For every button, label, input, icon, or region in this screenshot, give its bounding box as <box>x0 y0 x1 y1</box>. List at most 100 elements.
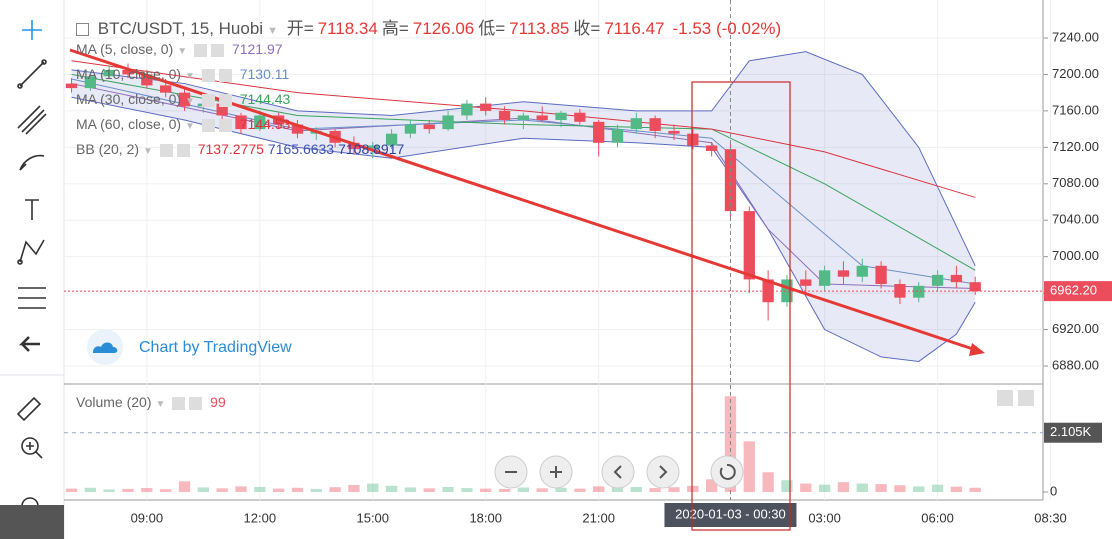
candle-body <box>630 118 642 130</box>
volume-bar <box>593 486 605 492</box>
candle-body <box>856 265 868 277</box>
legend-buttons[interactable]: ▼ <box>143 141 194 157</box>
cloud-logo <box>87 329 123 365</box>
volume-title: Volume (20) <box>76 394 152 410</box>
y-tick-label: 7080.00 <box>1052 175 1099 190</box>
x-tick-label: 12:00 <box>244 510 277 525</box>
volume-bar <box>160 489 172 492</box>
candle-body <box>235 115 247 130</box>
volume-bar <box>291 487 304 492</box>
legend-buttons[interactable]: ▼ <box>185 116 236 132</box>
nav-buttons[interactable] <box>494 455 744 489</box>
y-tick-label: 7000.00 <box>1052 248 1099 263</box>
indicator-value: 7121.97 <box>231 41 283 57</box>
indicator-name: MA (10, close, 0) <box>76 66 182 82</box>
ohlc-name: 高= <box>381 19 409 38</box>
volume-bar <box>480 488 492 492</box>
toolbar <box>0 0 64 539</box>
volume-bar <box>668 487 680 492</box>
bb-value: 7108.8917 <box>338 141 405 157</box>
volume-bar <box>103 489 115 492</box>
x-tick-label: 03:00 <box>808 510 841 525</box>
volume-bar <box>235 486 247 492</box>
volume-bar <box>837 482 850 492</box>
volume-bar <box>818 484 831 492</box>
candle-body <box>122 69 134 75</box>
indicator-name: MA (5, close, 0) <box>76 41 174 57</box>
volume-bar <box>310 488 322 492</box>
volume-legend: Volume (20) ▼ 99 <box>76 394 230 410</box>
volume-bar <box>367 483 379 492</box>
volume-bar <box>743 441 755 492</box>
candle-body <box>84 76 97 89</box>
candle-body <box>611 129 624 143</box>
last-price-label: 6962.20 <box>1050 283 1097 298</box>
bb-upper <box>71 51 976 266</box>
candle-body <box>103 69 115 77</box>
x-tick-label: 15:00 <box>356 510 389 525</box>
volume-bar <box>875 484 887 492</box>
candle-body <box>668 130 680 134</box>
candle-body <box>950 274 963 283</box>
y-tick-label: 7240.00 <box>1052 29 1099 44</box>
volume-bar <box>649 488 661 492</box>
volume-tick-label: 0 <box>1050 483 1057 498</box>
ohlc-name: 低= <box>478 19 506 38</box>
bb-value: 7165.6633 <box>267 141 335 157</box>
legend-buttons[interactable]: ▼ <box>185 66 236 82</box>
volume-bar <box>913 486 925 492</box>
header: BTC/USDT, 15, Huobi ▼ 开= 7118.34 高= 7126.06 低… <box>76 14 785 39</box>
candle-body <box>555 112 567 120</box>
volume-arrows[interactable] <box>997 390 1034 406</box>
candle-body <box>574 112 586 122</box>
volume-bar <box>442 486 454 492</box>
volume-bar <box>178 481 191 492</box>
indicator-value: 7144.53 <box>239 116 291 132</box>
ohlc-value: 7126.06 <box>412 19 475 38</box>
volume-bar <box>969 487 981 492</box>
legend-buttons[interactable]: ▼ <box>155 394 206 410</box>
toolbar-bottom <box>0 505 64 539</box>
volume-bar <box>329 487 341 492</box>
indicator-legend: MA (5, close, 0) ▼ 7121.97 <box>76 41 287 57</box>
volume-bar <box>762 472 774 492</box>
volume-bar <box>950 486 963 492</box>
y-tick-label: 7120.00 <box>1052 139 1099 154</box>
candle-body <box>894 284 906 298</box>
indicator-value: 7144.43 <box>239 91 291 107</box>
volume-bar <box>856 483 868 492</box>
x-tick-label: 18:00 <box>469 510 502 525</box>
candle-body <box>931 274 944 286</box>
y-tick-label: 6880.00 <box>1052 357 1099 372</box>
x-tick-label: 08:30 <box>1034 510 1067 525</box>
candle-body <box>800 279 812 286</box>
volume-value: 99 <box>210 394 226 410</box>
candle-body <box>687 133 699 146</box>
legend-buttons[interactable]: ▼ <box>185 91 236 107</box>
ohlc-value: 7118.34 <box>317 19 378 38</box>
symbol-title[interactable]: BTC/USDT, 15, Huobi <box>97 19 264 38</box>
candle-body <box>385 133 398 146</box>
nav-icons <box>505 463 736 480</box>
candle-body <box>969 282 981 292</box>
candle-body <box>913 285 925 298</box>
candle-body <box>65 83 78 89</box>
legend-buttons[interactable]: ▼ <box>177 41 228 57</box>
volume-bar <box>536 488 548 492</box>
watermark: Chart by TradingView <box>139 339 292 356</box>
ma-line <box>71 60 976 198</box>
y-tick-label: 7040.00 <box>1052 212 1099 227</box>
indicator-name: MA (60, close, 0) <box>76 116 182 132</box>
candle-body <box>216 103 228 116</box>
highlight-box <box>691 81 791 531</box>
candle-body <box>593 121 605 143</box>
indicator-legend: MA (60, close, 0) ▼ 7144.53 <box>76 116 294 132</box>
plot: 7240.00 7200.00 7160.00 7120.00 7080.00 7040.… <box>64 0 1112 527</box>
indicator-legend: MA (30, close, 0) ▼ 7144.43 <box>76 91 294 107</box>
volume-bar <box>705 479 718 492</box>
candle-body <box>536 115 548 120</box>
volume-bar <box>574 488 586 492</box>
candle-body <box>875 265 887 284</box>
change: -1.53 (-0.02%) <box>672 19 782 38</box>
candle-body <box>442 115 454 130</box>
